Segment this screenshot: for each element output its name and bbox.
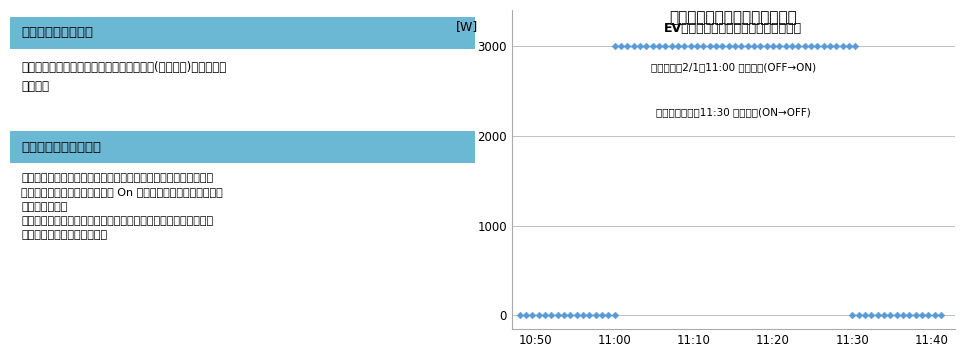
Text: 制御内容：2/1　11:00 ＥＶ充電(OFF→ON): 制御内容：2/1 11:00 ＥＶ充電(OFF→ON) [651, 62, 816, 72]
Text: ・統合サーバからリソースまでの疎通確認(通信確認)、動作試験
　の成功: ・統合サーバからリソースまでの疎通確認(通信確認)、動作試験 の成功 [21, 61, 227, 93]
Text: 【主プロジェクト】: 【主プロジェクト】 [21, 26, 93, 39]
Text: 【関連プロジェクト】: 【関連プロジェクト】 [21, 141, 101, 154]
FancyBboxPatch shape [10, 17, 475, 48]
Text: ・メーカーサーバからリソースまでの疎通確認、動作試験の成功
・反応時間：サーバ指令～機器 On までは、数秒から５分程度で
　の制御を確認
・制御結果：サーバか: ・メーカーサーバからリソースまでの疎通確認、動作試験の成功 ・反応時間：サーバ指… [21, 173, 223, 240]
Text: 制御結果（ＥＶスイッチの例）: 制御結果（ＥＶスイッチの例） [669, 10, 798, 25]
Text: EV充電電力（スマートメータ計測値）: EV充電電力（スマートメータ計測値） [664, 22, 803, 35]
Text: 11:30 ＥＶ充電(ON→OFF): 11:30 ＥＶ充電(ON→OFF) [656, 107, 811, 117]
Y-axis label: [W]: [W] [456, 20, 478, 33]
FancyBboxPatch shape [10, 131, 475, 163]
